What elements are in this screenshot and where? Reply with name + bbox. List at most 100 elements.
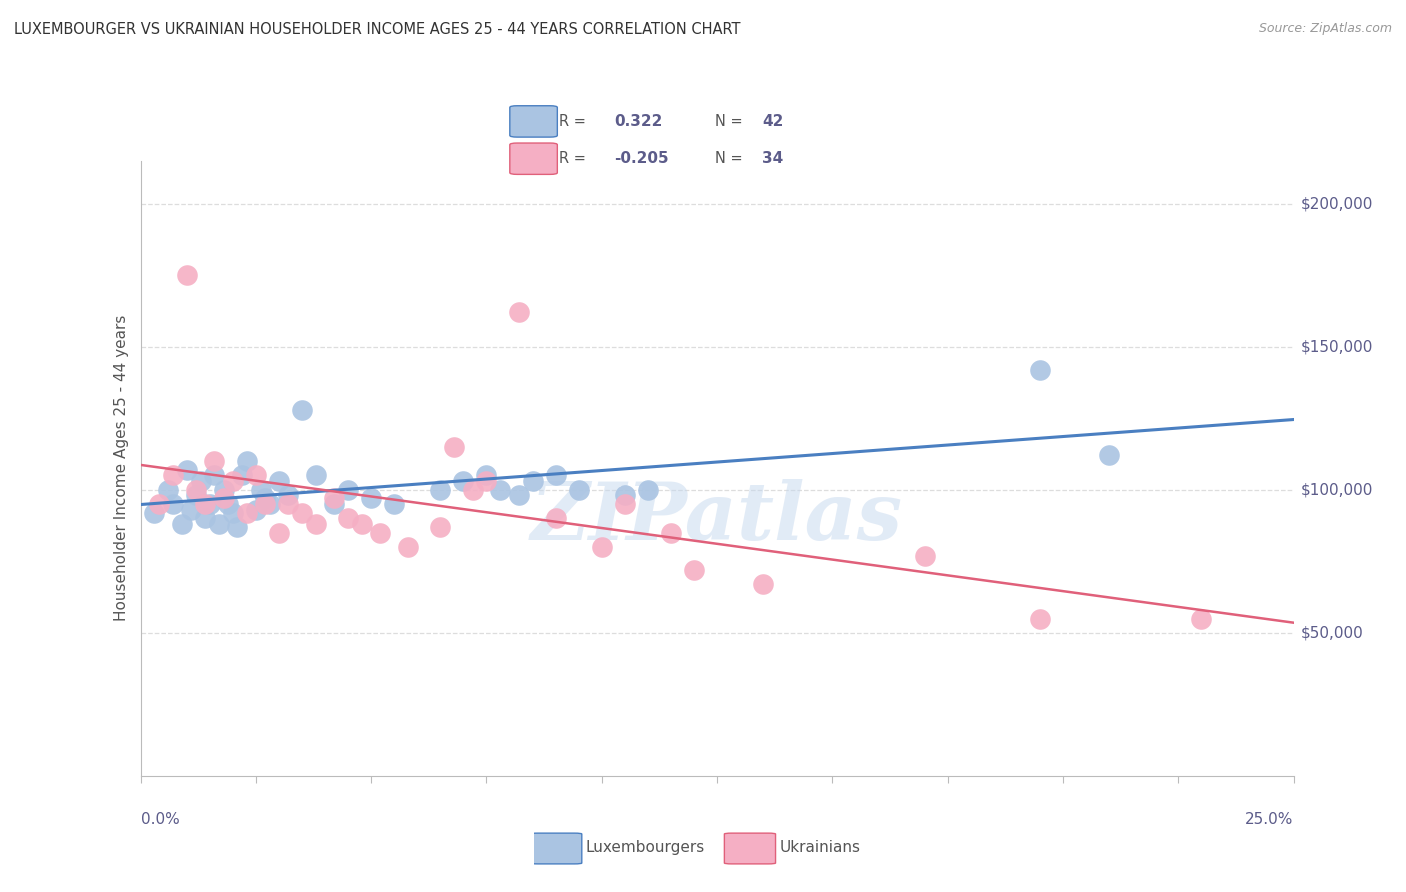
Point — [752, 577, 775, 591]
Point — [222, 506, 245, 520]
Point — [914, 549, 936, 563]
Text: Ukrainians: Ukrainians — [779, 840, 860, 855]
Point — [613, 488, 636, 502]
Point — [217, 497, 239, 511]
FancyBboxPatch shape — [724, 833, 776, 863]
Point — [212, 491, 235, 506]
Point — [184, 488, 207, 502]
Point — [277, 497, 299, 511]
Point — [254, 491, 277, 506]
FancyBboxPatch shape — [510, 143, 557, 175]
Point — [305, 517, 328, 532]
Point — [305, 468, 328, 483]
Point — [360, 491, 382, 506]
Point — [382, 497, 405, 511]
Point — [337, 483, 360, 497]
Point — [396, 540, 419, 554]
Point — [212, 483, 235, 497]
Text: 0.322: 0.322 — [614, 114, 662, 129]
Point — [544, 511, 567, 525]
Point — [429, 520, 451, 534]
Text: N =: N = — [714, 152, 742, 166]
Point — [235, 506, 257, 520]
Point — [1098, 449, 1121, 463]
Text: $100,000: $100,000 — [1301, 483, 1372, 497]
Point — [222, 474, 245, 488]
Point — [162, 497, 184, 511]
Point — [176, 268, 198, 282]
Point — [291, 402, 314, 417]
Point — [683, 563, 706, 577]
Point — [198, 497, 221, 511]
Text: 0.0%: 0.0% — [141, 812, 180, 827]
Text: N =: N = — [714, 114, 742, 129]
Point — [194, 497, 217, 511]
Point — [453, 474, 475, 488]
Point — [443, 440, 465, 454]
Point — [1189, 611, 1212, 625]
Text: 42: 42 — [762, 114, 783, 129]
Point — [350, 517, 373, 532]
Point — [245, 503, 267, 517]
Text: 25.0%: 25.0% — [1246, 812, 1294, 827]
Point — [568, 483, 591, 497]
Text: R =: R = — [560, 152, 586, 166]
Point — [235, 454, 257, 468]
Point — [291, 506, 314, 520]
Point — [1029, 611, 1052, 625]
Text: $200,000: $200,000 — [1301, 196, 1372, 211]
Text: 34: 34 — [762, 152, 783, 166]
Point — [202, 468, 225, 483]
Point — [202, 454, 225, 468]
Point — [461, 483, 484, 497]
Text: Source: ZipAtlas.com: Source: ZipAtlas.com — [1258, 22, 1392, 36]
Point — [245, 468, 267, 483]
Point — [508, 488, 530, 502]
Text: Luxembourgers: Luxembourgers — [585, 840, 704, 855]
Point — [176, 463, 198, 477]
Point — [475, 468, 498, 483]
Point — [1029, 362, 1052, 376]
Text: ZIPatlas: ZIPatlas — [531, 479, 903, 557]
Point — [259, 497, 281, 511]
Point — [370, 525, 392, 540]
FancyBboxPatch shape — [530, 833, 582, 863]
Point — [208, 517, 231, 532]
Point — [508, 305, 530, 319]
Point — [323, 491, 346, 506]
Point — [277, 488, 299, 502]
Point — [190, 474, 212, 488]
Point — [637, 483, 659, 497]
Point — [143, 506, 166, 520]
Point — [180, 503, 202, 517]
Point — [429, 483, 451, 497]
Point — [659, 525, 682, 540]
Point — [231, 468, 253, 483]
Point — [337, 511, 360, 525]
Point — [475, 474, 498, 488]
Point — [249, 483, 271, 497]
Text: $150,000: $150,000 — [1301, 339, 1372, 354]
Point — [254, 497, 277, 511]
Point — [489, 483, 512, 497]
Point — [226, 520, 249, 534]
Point — [157, 483, 180, 497]
Text: R =: R = — [560, 114, 586, 129]
Text: -0.205: -0.205 — [614, 152, 669, 166]
Point — [522, 474, 544, 488]
Point — [267, 474, 290, 488]
Point — [613, 497, 636, 511]
Point — [194, 511, 217, 525]
Point — [591, 540, 613, 554]
FancyBboxPatch shape — [510, 106, 557, 137]
Point — [162, 468, 184, 483]
Point — [323, 497, 346, 511]
Text: $50,000: $50,000 — [1301, 625, 1364, 640]
Point — [267, 525, 290, 540]
Point — [184, 483, 207, 497]
Y-axis label: Householder Income Ages 25 - 44 years: Householder Income Ages 25 - 44 years — [114, 315, 129, 622]
Point — [148, 497, 170, 511]
Text: LUXEMBOURGER VS UKRAINIAN HOUSEHOLDER INCOME AGES 25 - 44 YEARS CORRELATION CHAR: LUXEMBOURGER VS UKRAINIAN HOUSEHOLDER IN… — [14, 22, 741, 37]
Point — [172, 517, 194, 532]
Point — [544, 468, 567, 483]
